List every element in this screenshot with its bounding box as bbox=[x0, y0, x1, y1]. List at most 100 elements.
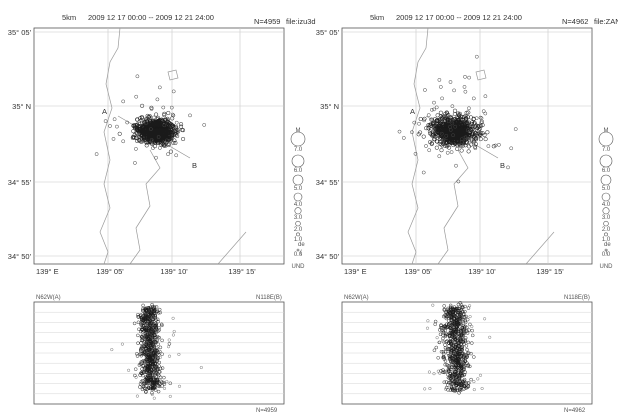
section-event-marker bbox=[143, 342, 147, 346]
section-event-marker bbox=[441, 352, 446, 356]
event-marker bbox=[143, 130, 148, 135]
event-marker bbox=[424, 126, 429, 131]
event-marker bbox=[174, 153, 179, 158]
event-marker bbox=[441, 123, 446, 128]
section-event-marker bbox=[461, 356, 466, 361]
section-event-marker bbox=[146, 385, 151, 389]
event-marker bbox=[473, 146, 478, 151]
latitude-tick-label: 34° 50' bbox=[316, 252, 340, 261]
section-event-marker bbox=[461, 310, 465, 314]
section-event-marker bbox=[172, 330, 176, 334]
section-event-marker bbox=[465, 347, 469, 352]
section-event-marker bbox=[447, 365, 452, 370]
left-file-label: file:izu3d bbox=[286, 17, 316, 26]
section-event-marker bbox=[463, 356, 468, 360]
section-event-marker bbox=[445, 325, 449, 330]
event-marker bbox=[166, 137, 171, 142]
section-event-marker bbox=[141, 324, 146, 328]
section-event-marker bbox=[138, 385, 142, 389]
longitude-tick-label: 139° 05' bbox=[96, 267, 124, 276]
right-longitude-ticks: 139° E 139° 05' 139° 10' 139° 15' bbox=[344, 267, 564, 276]
section-event-marker bbox=[447, 309, 451, 313]
event-marker bbox=[427, 148, 432, 153]
section-event-marker bbox=[436, 369, 440, 373]
magnitude-legend-label: 0.0 bbox=[602, 252, 611, 258]
section-event-marker bbox=[452, 363, 457, 367]
event-marker bbox=[165, 116, 170, 121]
event-marker bbox=[147, 138, 152, 143]
event-marker bbox=[466, 110, 471, 115]
section-event-marker bbox=[454, 384, 459, 388]
section-event-marker bbox=[447, 380, 451, 385]
event-marker bbox=[168, 138, 173, 143]
section-event-marker bbox=[456, 360, 461, 365]
latitude-tick-label: 35° N bbox=[12, 102, 31, 111]
section-event-marker bbox=[459, 383, 463, 388]
longitude-tick-label: 139° 05' bbox=[404, 267, 432, 276]
section-event-marker bbox=[441, 339, 445, 343]
left-section-left-label: N62W(A) bbox=[36, 295, 61, 301]
event-marker bbox=[434, 105, 439, 110]
section-event-marker bbox=[451, 381, 455, 386]
magnitude-legend-circle bbox=[296, 232, 300, 237]
event-marker bbox=[466, 120, 471, 125]
section-event-marker bbox=[479, 373, 483, 377]
section-event-marker bbox=[136, 333, 140, 338]
event-marker bbox=[474, 54, 479, 59]
section-event-marker bbox=[455, 339, 459, 343]
event-marker bbox=[438, 121, 443, 126]
section-event-marker bbox=[455, 388, 459, 392]
event-marker bbox=[513, 127, 518, 131]
event-marker bbox=[417, 121, 421, 126]
event-marker bbox=[421, 170, 426, 175]
event-marker bbox=[449, 135, 454, 140]
event-marker bbox=[94, 152, 99, 156]
event-marker bbox=[444, 134, 449, 138]
section-event-marker bbox=[144, 327, 149, 331]
section-event-marker bbox=[441, 370, 445, 375]
section-event-marker bbox=[455, 359, 459, 364]
event-marker bbox=[451, 133, 455, 138]
event-marker bbox=[448, 124, 452, 129]
section-event-marker bbox=[458, 375, 462, 379]
latitude-tick-label: 35° 05' bbox=[8, 28, 32, 37]
event-marker bbox=[418, 130, 423, 135]
magnitude-legend-label: 0.0 bbox=[294, 252, 303, 258]
section-event-marker bbox=[453, 343, 458, 347]
section-event-marker bbox=[152, 385, 156, 390]
section-event-marker bbox=[144, 370, 148, 375]
event-marker bbox=[439, 131, 444, 136]
section-event-marker bbox=[465, 325, 469, 330]
event-marker bbox=[166, 122, 172, 128]
section-event-marker bbox=[461, 351, 466, 356]
section-event-marker bbox=[457, 374, 461, 378]
event-marker bbox=[147, 123, 153, 128]
left-map-panel: 5km 2009 12 17 00:00 -- 2009 12 21 24:00… bbox=[8, 13, 316, 276]
event-marker bbox=[171, 140, 176, 145]
right-file-label: file:ZANTI bbox=[594, 17, 618, 26]
event-marker bbox=[509, 146, 514, 151]
magnitude-legend-circle bbox=[603, 220, 609, 227]
section-event-marker bbox=[465, 361, 469, 365]
event-marker bbox=[429, 117, 434, 122]
event-marker bbox=[453, 124, 458, 129]
section-event-marker bbox=[151, 352, 156, 356]
section-event-marker bbox=[151, 380, 155, 385]
event-marker bbox=[163, 130, 168, 135]
event-marker bbox=[174, 127, 178, 131]
section-event-marker bbox=[156, 319, 160, 324]
section-event-marker bbox=[199, 366, 203, 370]
section-event-marker bbox=[457, 376, 461, 380]
section-event-marker bbox=[147, 373, 151, 377]
section-event-marker bbox=[141, 303, 145, 308]
section-event-marker bbox=[139, 318, 144, 322]
section-event-marker bbox=[161, 380, 166, 385]
event-marker bbox=[452, 108, 458, 113]
section-event-marker bbox=[146, 364, 150, 368]
section-event-marker bbox=[464, 353, 469, 357]
event-marker bbox=[441, 139, 445, 144]
section-event-marker bbox=[460, 309, 465, 313]
section-event-marker bbox=[444, 380, 449, 384]
section-event-marker bbox=[452, 316, 457, 321]
section-event-marker bbox=[143, 331, 148, 336]
